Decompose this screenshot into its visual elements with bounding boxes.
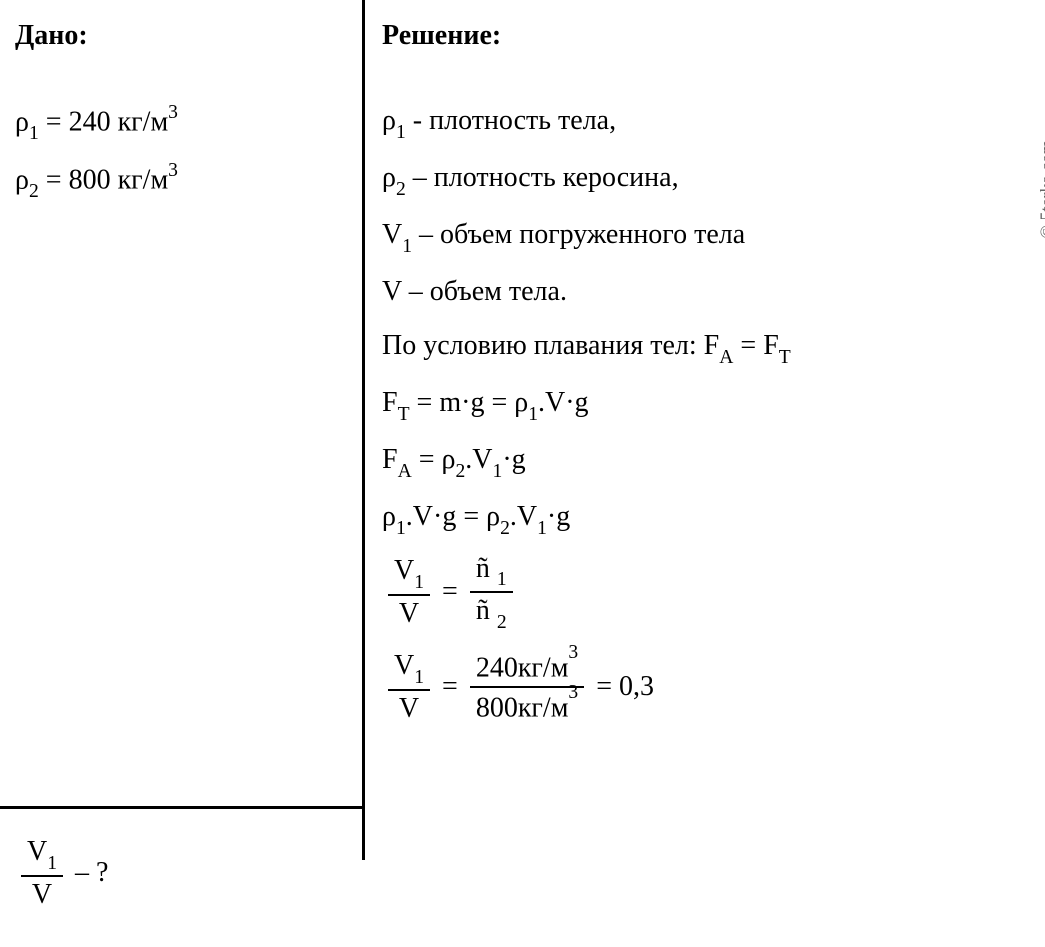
l6-subT: Т (398, 404, 410, 425)
sol-line2: ρ2 – плотность керосина, (382, 157, 1030, 202)
f1b-den: ñ (476, 595, 490, 626)
l3-post: – объем погруженного тела (412, 219, 745, 250)
horizontal-divider (0, 806, 362, 809)
l6-mid: = m·g = ρ (410, 387, 529, 418)
f2b-den: 800кг/м (476, 693, 569, 724)
question-fraction: V1 V (21, 836, 63, 911)
question-tail: – ? (75, 857, 108, 889)
f1b-den-sub: 2 (497, 612, 507, 633)
physics-solution-layout: © 5terka.com Дано: ρ1 = 240 кг/м3 ρ2 = 8… (0, 0, 1045, 947)
sol-frac2: V1 V = 240кг/м3 800кг/м3 = 0,3 (382, 650, 1030, 725)
f2-result: = 0,3 (596, 671, 654, 703)
l6-sub1: 1 (528, 404, 538, 425)
sol-line8: ρ1.V·g = ρ2.V1·g (382, 496, 1030, 541)
f1-num-sub: 1 (414, 572, 424, 593)
solution-column: Решение: ρ1 - плотность тела, ρ2 – плотн… (362, 0, 1045, 947)
rho1-line: ρ1 = 240 кг/м3 (15, 100, 347, 146)
l7-g: ·g (502, 444, 525, 475)
l2-pre: ρ (382, 162, 396, 193)
l7-subV1: 1 (493, 461, 503, 482)
l2-post: – плотность керосина, (406, 162, 679, 193)
l8-end: ·g (547, 501, 570, 532)
l1-pre: ρ (382, 105, 396, 136)
f1-den: V (388, 596, 430, 630)
f2b-den-sup: 3 (568, 682, 578, 703)
sol-frac1: V1 V = ñ 1 ñ 2 (382, 553, 1030, 632)
sol-line7: FА = ρ2.V1·g (382, 439, 1030, 484)
rho2-value: = 800 кг/м (39, 165, 168, 196)
l3-pre: V (382, 219, 402, 250)
f1-eq: = (442, 576, 458, 608)
f1b-num-sub: 1 (497, 569, 507, 590)
l7-sub2: 2 (456, 461, 466, 482)
l8-sub2: 2 (500, 518, 510, 539)
l8-mid1: .V·g = ρ (406, 501, 500, 532)
rho1-symbol: ρ (15, 106, 29, 137)
l8-mid2: .V (510, 501, 537, 532)
rho1-value: = 240 кг/м (39, 106, 168, 137)
rho2-subscript: 2 (29, 181, 39, 202)
l7-mid: = ρ (412, 444, 456, 475)
sol-line4: V – объем тела. (382, 271, 1030, 313)
f1b-num: ñ (476, 553, 490, 584)
l6-end: .V·g (538, 387, 589, 418)
f2-num-v: V (394, 650, 414, 681)
frac2-right: 240кг/м3 800кг/м3 (470, 650, 584, 725)
given-heading: Дано: (15, 20, 347, 52)
frac1-left: V1 V (388, 555, 430, 630)
rho1-unit-sup: 3 (168, 102, 178, 123)
l5-eq: = F (733, 330, 778, 361)
l8-sub1: 1 (396, 518, 406, 539)
q-num-sub: 1 (47, 853, 57, 874)
f2b-num: 240кг/м (476, 652, 569, 683)
q-den: V (21, 877, 63, 911)
l1-sub: 1 (396, 122, 406, 143)
sol-line1: ρ1 - плотность тела, (382, 100, 1030, 145)
l1-post: - плотность тела, (406, 105, 616, 136)
f2-den: V (388, 691, 430, 725)
f2-eq: = (442, 671, 458, 703)
l5-text: По условию плавания тел: F (382, 330, 719, 361)
l2-sub: 2 (396, 179, 406, 200)
watermark: © 5terka.com (1037, 140, 1045, 239)
f2b-num-sup: 3 (568, 642, 578, 663)
l7-F: F (382, 444, 398, 475)
vertical-divider (362, 0, 365, 860)
frac2-left: V1 V (388, 650, 430, 725)
l8-rho: ρ (382, 501, 396, 532)
q-num-v: V (27, 836, 47, 867)
f1-num-v: V (394, 555, 414, 586)
l3-sub: 1 (402, 236, 412, 257)
l7-subA: А (398, 461, 412, 482)
question-section: V1 V – ? (15, 826, 114, 929)
f2-num-sub: 1 (414, 667, 424, 688)
l8-subV1: 1 (537, 518, 547, 539)
l6-F: F (382, 387, 398, 418)
rho2-symbol: ρ (15, 165, 29, 196)
sol-line3: V1 – объем погруженного тела (382, 214, 1030, 259)
l5-subA: А (719, 347, 733, 368)
l7-end: .V (465, 444, 492, 475)
l5-subT: Т (779, 347, 791, 368)
frac1-right: ñ 1 ñ 2 (470, 553, 513, 632)
solution-heading: Решение: (382, 20, 1030, 52)
rho2-unit-sup: 3 (168, 160, 178, 181)
sol-line6: FТ = m·g = ρ1.V·g (382, 382, 1030, 427)
rho1-subscript: 1 (29, 123, 39, 144)
sol-line5: По условию плавания тел: FА = FТ (382, 325, 1030, 370)
given-column: Дано: ρ1 = 240 кг/м3 ρ2 = 800 кг/м3 V1 V… (0, 0, 362, 947)
rho2-line: ρ2 = 800 кг/м3 (15, 158, 347, 204)
